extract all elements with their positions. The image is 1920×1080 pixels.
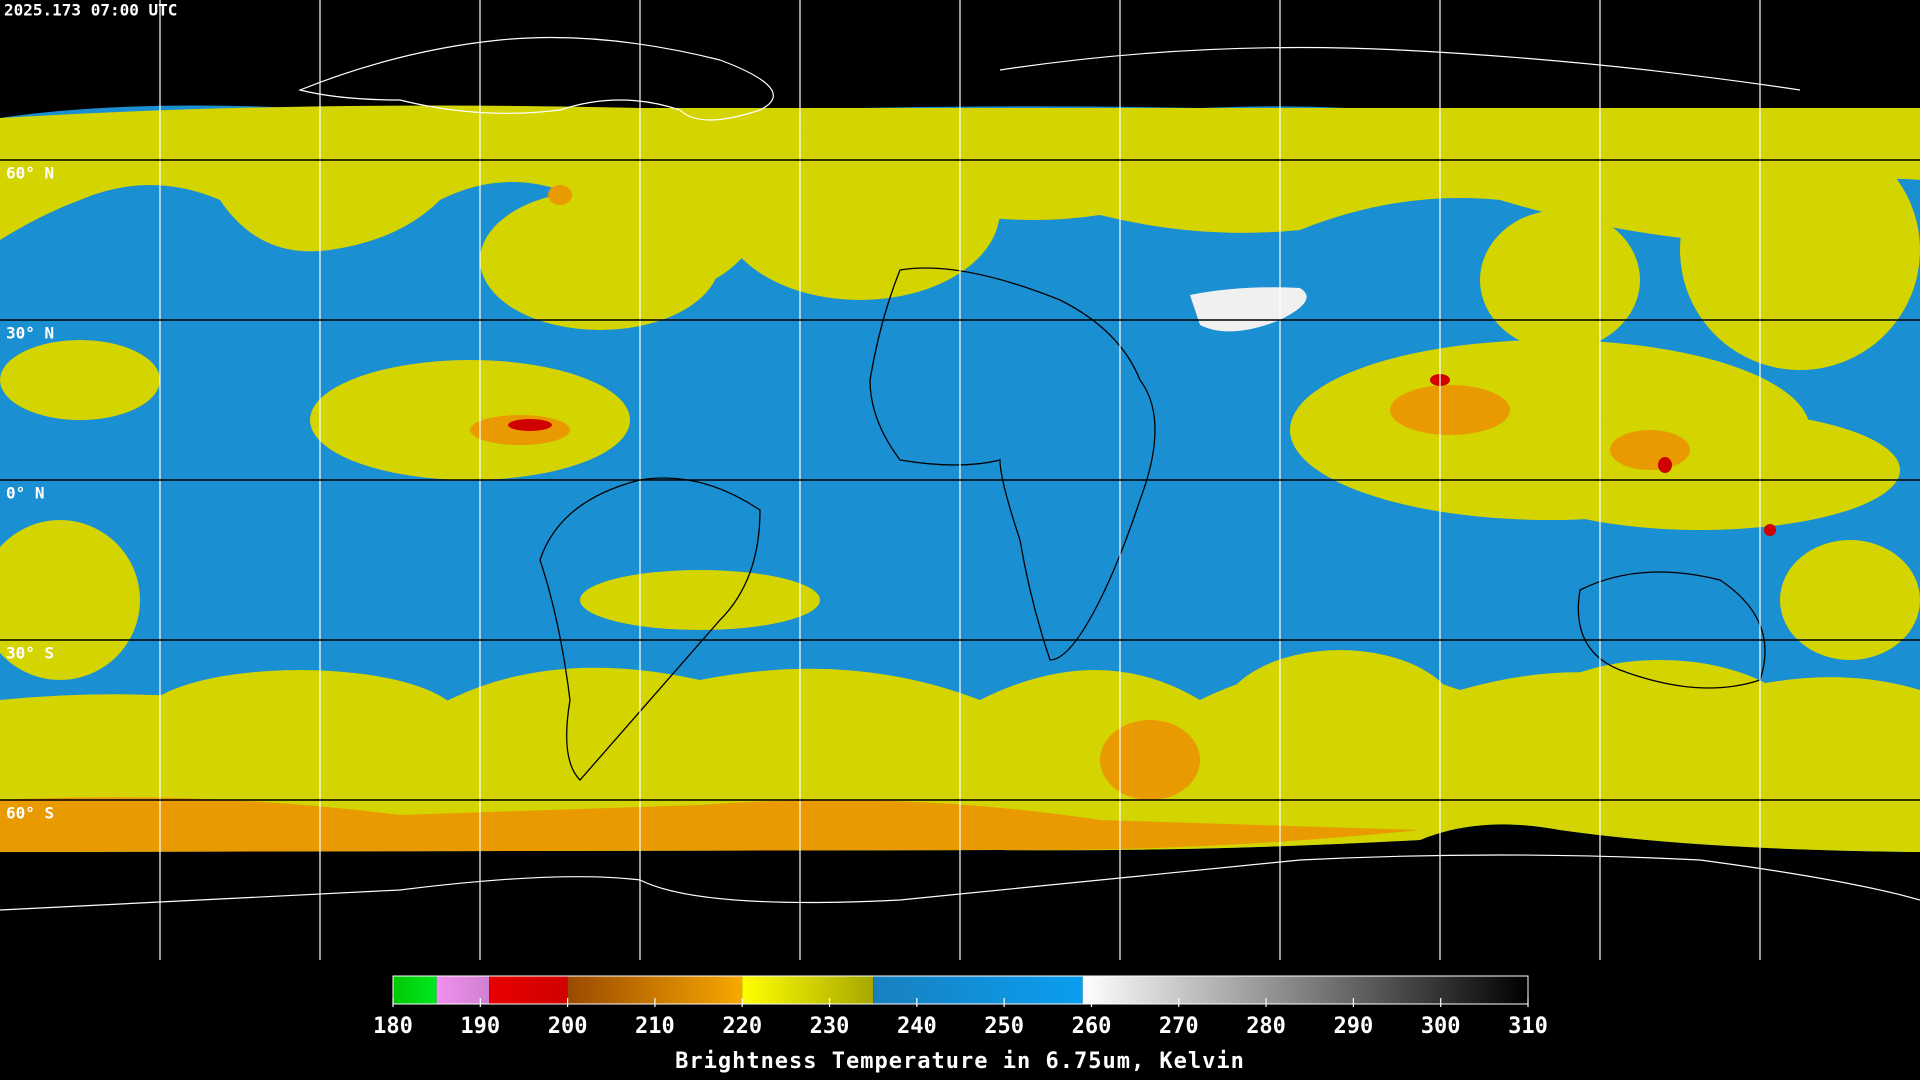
- colorbar-tick-label: 250: [984, 1014, 1024, 1039]
- colorbar-tick-label: 270: [1159, 1014, 1199, 1039]
- graticule: [159, 0, 1761, 960]
- colorbar-tick-label: 200: [548, 1014, 588, 1039]
- colorbar-label: Brightness Temperature in 6.75um, Kelvin: [675, 1049, 1245, 1074]
- colorbar-tick-label: 290: [1334, 1014, 1374, 1039]
- polar-coastlines: [0, 36, 1920, 911]
- colorbar-segment: [489, 976, 568, 1004]
- colorbar-tick-label: 280: [1246, 1014, 1286, 1039]
- colorbar-segment: [873, 976, 1083, 1004]
- labels: 2025.173 07:00 UTC 60° N 30° N 0° N 30° S 60…: [4, 1, 177, 823]
- colorbar-tick-label: 240: [897, 1014, 937, 1039]
- colorbar-tick-label: 300: [1421, 1014, 1461, 1039]
- colorbar-tick-label: 180: [373, 1014, 413, 1039]
- colorbar-segment: [436, 976, 490, 1004]
- colorbar-tick-label: 260: [1072, 1014, 1112, 1039]
- colorbar-tick-label: 310: [1508, 1014, 1548, 1039]
- colorbar-segment: [742, 976, 874, 1004]
- latitude-label: 60° N: [6, 164, 54, 183]
- colorbar-frame: [392, 975, 1529, 1005]
- colorbar-tick-label: 190: [460, 1014, 500, 1039]
- latitude-label: 0° N: [6, 484, 45, 503]
- colorbar-tick-label: 220: [722, 1014, 762, 1039]
- colorbar-segment: [1082, 976, 1528, 1004]
- timestamp: 2025.173 07:00 UTC: [4, 1, 177, 20]
- colorbar-tick-label: 210: [635, 1014, 675, 1039]
- latitude-label: 30° S: [6, 644, 54, 663]
- colorbar-tick-label: 230: [810, 1014, 850, 1039]
- latitude-label: 30° N: [6, 324, 54, 343]
- colorbar-segment: [393, 976, 437, 1004]
- colorbar: Brightness Temperature in 6.75um, Kelvin…: [373, 975, 1548, 1074]
- latitude-label: 60° S: [6, 804, 54, 823]
